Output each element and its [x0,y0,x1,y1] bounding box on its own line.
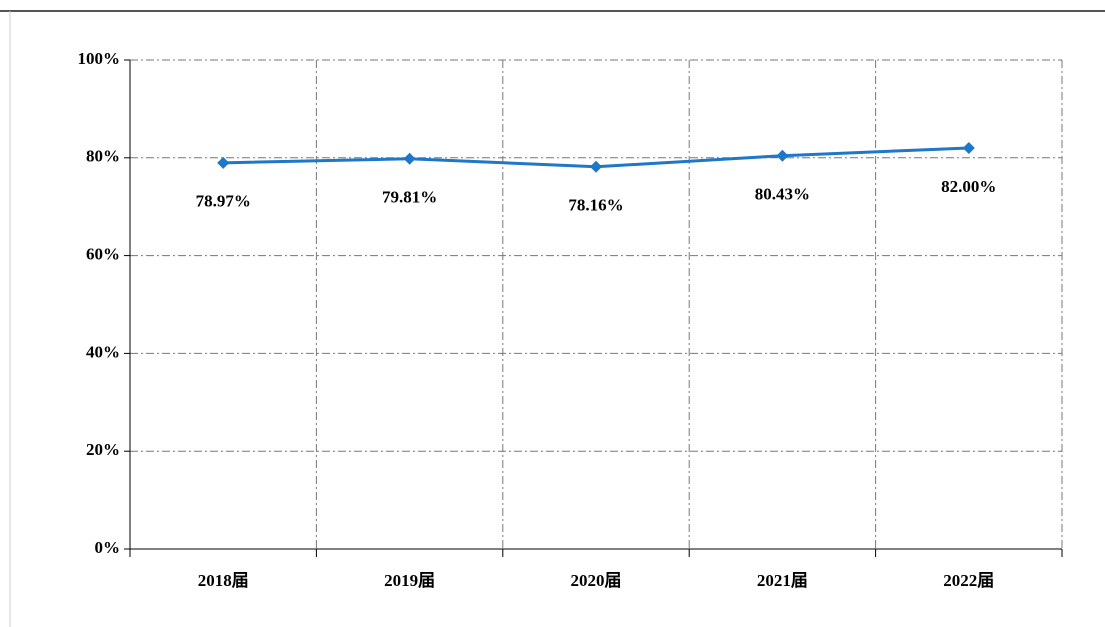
point-marker [776,149,789,162]
y-tick-label: 80% [86,147,120,166]
data-label: 80.43% [755,185,810,204]
y-tick-label: 20% [86,440,120,459]
point-marker [403,152,416,165]
y-tick-label: 0% [95,538,121,557]
x-tick-label: 2020届 [571,571,622,590]
data-label: 82.00% [941,177,996,196]
point-marker [217,156,230,169]
data-label: 79.81% [382,188,437,207]
x-tick-label: 2019届 [384,571,435,590]
y-tick-label: 60% [86,245,120,264]
data-label: 78.16% [568,196,623,215]
x-tick-label: 2021届 [757,571,808,590]
x-tick-label: 2022届 [943,571,994,590]
x-tick-label: 2018届 [198,571,249,590]
y-tick-label: 100% [78,49,121,68]
point-marker [590,160,602,173]
data-label: 78.97% [196,192,251,211]
point-marker [962,142,975,155]
y-tick-label: 40% [86,342,120,361]
